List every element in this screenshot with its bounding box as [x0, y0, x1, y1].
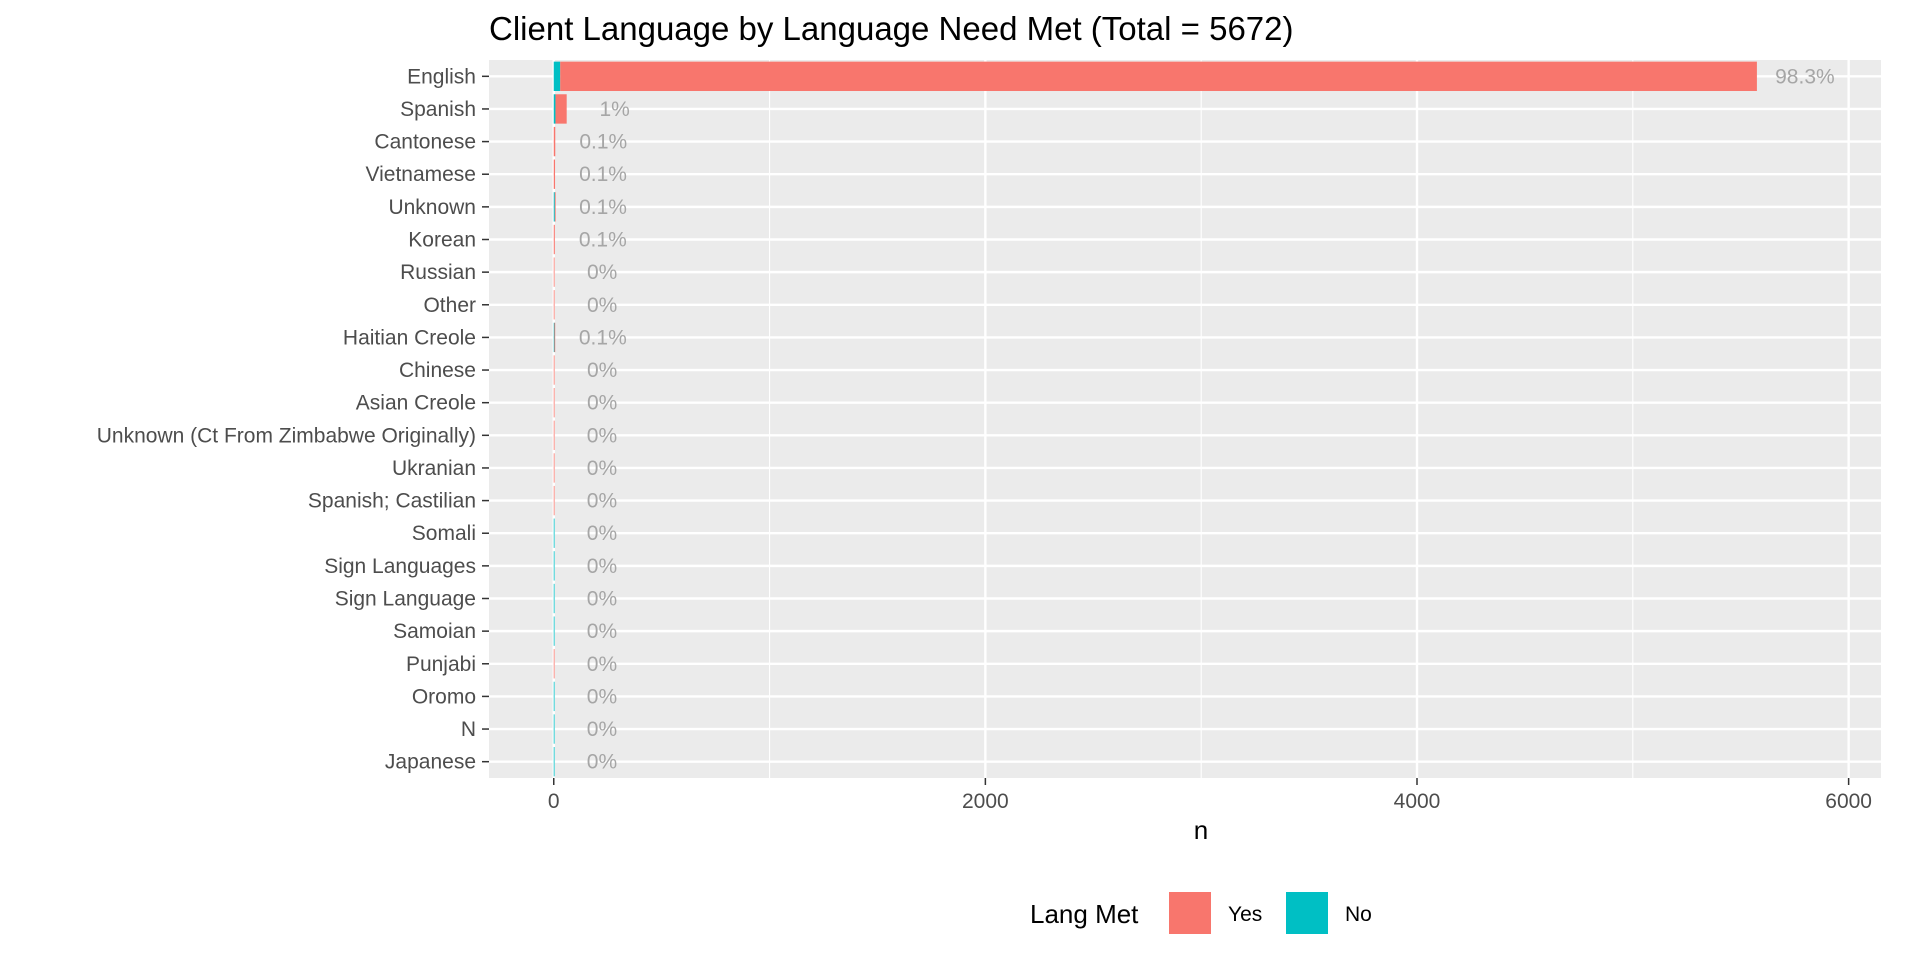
bar-yes	[553, 420, 555, 451]
legend-key-yes	[1167, 890, 1213, 936]
percent-label: 0%	[587, 359, 617, 382]
y-tick-label: Haitian Creole	[343, 326, 476, 349]
bar-no	[553, 681, 555, 712]
percent-label: 0%	[587, 261, 617, 284]
percent-label: 0%	[587, 522, 617, 545]
y-tick-label: Japanese	[385, 751, 476, 774]
bar-yes	[553, 159, 556, 189]
bar-yes	[553, 257, 555, 287]
percent-label: 0%	[587, 294, 617, 317]
percent-label: 0%	[587, 751, 617, 774]
percent-label: 0%	[587, 620, 617, 643]
y-tick-label: Korean	[408, 229, 476, 252]
percent-label: 0.1%	[579, 163, 627, 186]
percent-labels: 98.3% 1% 0.1% 0.1% 0.1% 0.1% 0% 0% 0.1% 0% 0% 0% 0% 0…	[579, 65, 1835, 773]
gridlines	[489, 60, 1881, 778]
y-tick-label: N	[461, 718, 476, 741]
percent-label: 1%	[600, 98, 630, 121]
percent-label: 0%	[587, 457, 617, 480]
y-tick-label: Samoian	[393, 620, 476, 643]
percent-label: 0%	[587, 653, 617, 676]
y-tick-label: Russian	[400, 261, 476, 284]
percent-label: 0%	[587, 392, 617, 415]
percent-label: 0%	[587, 490, 617, 513]
y-tick-label: Spanish	[400, 98, 476, 121]
percent-label: 0.1%	[579, 229, 627, 252]
y-tick-label: Oromo	[412, 685, 476, 708]
chart-title: Client Language by Language Need Met (To…	[489, 10, 1294, 47]
bar-yes	[555, 94, 567, 124]
bar-yes	[553, 453, 555, 483]
bar-yes	[554, 322, 556, 353]
percent-label: 0.1%	[579, 131, 627, 154]
legend-label-no: No	[1345, 903, 1372, 926]
bar-yes	[553, 290, 555, 320]
y-tick-label: Sign Languages	[324, 555, 476, 578]
bar-yes	[553, 387, 555, 418]
y-tick-label: Unknown (Ct From Zimbabwe Originally)	[97, 424, 476, 447]
legend-key-no	[1284, 890, 1330, 936]
y-tick-label: Unknown	[388, 196, 476, 219]
y-tick-label: Chinese	[399, 359, 476, 382]
y-tick-label: Punjabi	[406, 653, 476, 676]
legend-title: Lang Met	[1030, 899, 1139, 929]
percent-label: 0%	[587, 424, 617, 447]
percent-label: 0%	[587, 588, 617, 611]
x-tick-label: 2000	[962, 790, 1009, 813]
percent-label: 0%	[587, 685, 617, 708]
x-tick-label: 6000	[1825, 790, 1872, 813]
bar-yes	[553, 224, 555, 255]
bar-yes	[554, 192, 556, 222]
bar-no	[553, 518, 555, 548]
x-axis-label: n	[1194, 815, 1208, 845]
bar-no	[553, 746, 555, 777]
bar-yes	[553, 649, 555, 679]
legend-label-yes: Yes	[1228, 903, 1262, 926]
bar-yes	[553, 355, 555, 385]
percent-label: 0.1%	[579, 196, 627, 219]
bar-no	[553, 583, 555, 614]
y-tick-label: English	[407, 65, 476, 88]
bar-no	[553, 322, 555, 353]
bar-no	[553, 94, 556, 124]
legend: Lang Met Yes No	[1030, 890, 1372, 936]
y-tick-label: Sign Language	[335, 588, 476, 611]
percent-label: 0%	[587, 718, 617, 741]
percent-label: 0%	[587, 555, 617, 578]
bar-no	[553, 714, 555, 744]
x-tick-label: 0	[548, 790, 560, 813]
bar-no	[553, 61, 561, 92]
y-tick-label: Vietnamese	[365, 163, 476, 186]
bars	[553, 61, 1757, 777]
y-tick-label: Asian Creole	[356, 392, 476, 415]
y-tick-label: Spanish; Castilian	[308, 490, 476, 513]
y-tick-label: Cantonese	[374, 131, 476, 154]
x-tick-label: 4000	[1394, 790, 1441, 813]
plot-panel	[489, 60, 1881, 778]
bar-yes	[560, 61, 1757, 92]
bar-no	[553, 192, 555, 222]
y-axis-labels: English Spanish Cantonese Vietnamese Unknown…	[97, 65, 489, 774]
x-axis-ticks: 0 2000 4000 6000	[548, 778, 1872, 813]
percent-label: 0.1%	[579, 326, 627, 349]
bar-yes	[553, 485, 555, 516]
bar-yes	[553, 126, 556, 157]
percent-label: 98.3%	[1775, 65, 1835, 88]
bar-no	[553, 551, 555, 581]
bar-no	[553, 616, 555, 646]
y-tick-label: Somali	[412, 522, 476, 545]
y-tick-label: Ukranian	[392, 457, 476, 480]
y-tick-label: Other	[423, 294, 476, 317]
